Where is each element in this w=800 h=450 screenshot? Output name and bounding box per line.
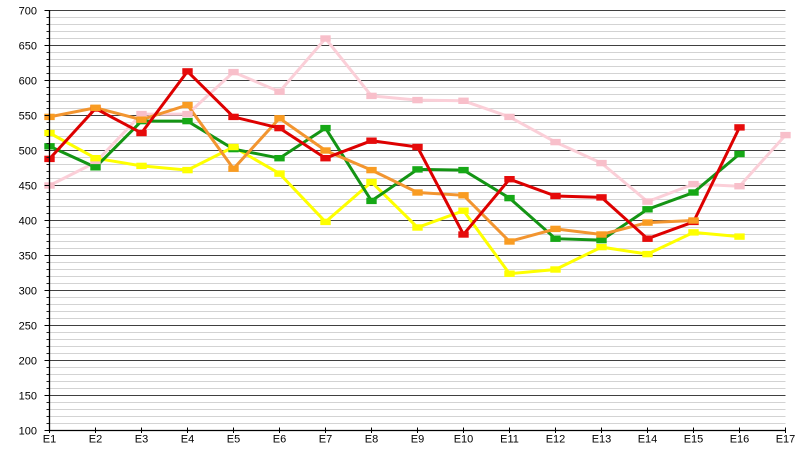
svg-text:E13: E13 — [592, 434, 612, 446]
svg-text:350: 350 — [19, 251, 37, 263]
svg-text:E3: E3 — [135, 434, 148, 446]
svg-text:E4: E4 — [181, 434, 194, 446]
svg-text:550: 550 — [19, 111, 37, 123]
svg-text:E6: E6 — [273, 434, 286, 446]
svg-text:600: 600 — [19, 76, 37, 88]
svg-text:E10: E10 — [454, 434, 474, 446]
svg-text:300: 300 — [19, 286, 37, 298]
svg-text:E12: E12 — [546, 434, 566, 446]
svg-text:E16: E16 — [730, 434, 750, 446]
svg-text:E14: E14 — [638, 434, 658, 446]
svg-text:500: 500 — [19, 146, 37, 158]
svg-text:400: 400 — [19, 216, 37, 228]
svg-text:250: 250 — [19, 321, 37, 333]
svg-text:200: 200 — [19, 356, 37, 368]
svg-text:150: 150 — [19, 391, 37, 403]
svg-text:E17: E17 — [776, 434, 796, 446]
svg-text:E7: E7 — [319, 434, 332, 446]
svg-text:E2: E2 — [89, 434, 102, 446]
svg-text:E1: E1 — [43, 434, 56, 446]
svg-text:E5: E5 — [227, 434, 240, 446]
svg-text:100: 100 — [19, 426, 37, 438]
svg-text:450: 450 — [19, 181, 37, 193]
svg-text:700: 700 — [19, 6, 37, 18]
svg-text:E11: E11 — [500, 434, 519, 446]
svg-text:E9: E9 — [411, 434, 424, 446]
svg-text:650: 650 — [19, 41, 37, 53]
svg-text:E15: E15 — [684, 434, 704, 446]
svg-text:E8: E8 — [365, 434, 378, 446]
